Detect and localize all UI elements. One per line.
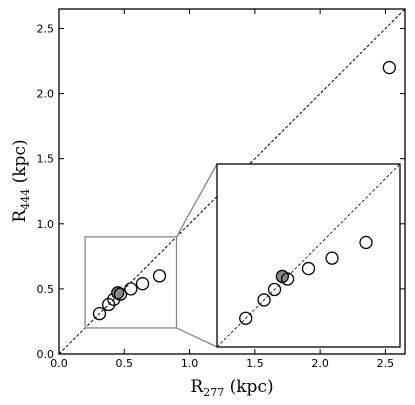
inset-plot [216,163,401,348]
main-plot [58,8,406,355]
data-point [113,287,128,301]
x-tick-label: 1.0 [181,357,199,370]
x-tick-label: 1.5 [246,357,264,370]
x-tick-label: 0.5 [116,357,134,370]
zoom-connector [176,327,218,348]
data-point [135,277,150,291]
y-axis-title: R444 (kpc) [10,139,32,222]
x-tick-label: 2.5 [377,357,395,370]
inset-data-point [257,293,271,307]
inset-data-point [280,272,295,286]
y-tick-label: 1.0 [37,218,55,231]
data-point [152,269,167,283]
axes: 0.0 0.5 1.0 1.5 2.0 2.5 0.0 0.5 1.0 1.5 2.0 2.5 [37,8,406,370]
y-tick-label: 0.0 [37,348,55,361]
inset-data-point [325,251,339,265]
plot-frame [58,8,406,355]
y-tick-label: 2.0 [37,88,55,101]
data-point [101,297,116,312]
y-tick-label: 2.5 [37,23,55,36]
inset-data-point [239,311,253,325]
x-tick-label: 2.0 [311,357,329,370]
inset-data-point [301,261,316,276]
inset-data-point [267,282,282,297]
zoom-box [84,236,178,329]
data-point [92,306,107,321]
data-point [382,60,396,75]
inset-data-point [359,235,373,250]
data-point [124,282,138,296]
x-axis-title: R277 (kpc) [190,377,273,399]
zoom-region [84,163,218,348]
x-tick-label: 0.0 [50,357,68,370]
inset-identity-line [216,163,401,348]
y-tick-label: 1.5 [37,153,55,166]
zoom-connector [175,163,218,238]
inset-frame [216,163,401,348]
y-tick-label: 0.5 [37,283,55,296]
